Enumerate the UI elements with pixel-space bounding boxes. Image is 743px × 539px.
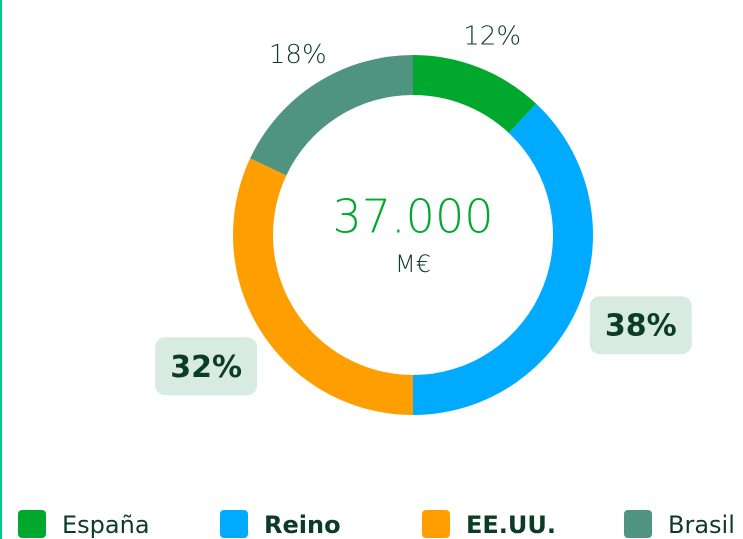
legend-swatch <box>18 510 46 538</box>
legend-swatch <box>220 510 248 538</box>
label-pill <box>589 296 692 355</box>
legend-swatch <box>422 510 450 538</box>
value-label: 32% <box>170 350 242 385</box>
donut-segment <box>413 103 593 415</box>
donut-segment <box>413 55 537 133</box>
legend-label: España <box>62 511 150 539</box>
value-label: 18% <box>269 40 327 70</box>
donut-segment <box>232 158 413 415</box>
legend-label: Brasil <box>668 511 735 539</box>
legend-label: EE.UU. <box>466 511 556 539</box>
donut-segment <box>250 55 413 176</box>
center-unit: M€ <box>395 250 431 278</box>
value-label: 12% <box>463 22 521 52</box>
value-label: 38% <box>605 309 677 344</box>
center-value: 37.000 <box>333 190 494 244</box>
legend-label: Reino <box>264 511 341 539</box>
label-pill <box>155 337 258 396</box>
legend-swatch <box>624 510 652 538</box>
left-border <box>0 0 2 539</box>
